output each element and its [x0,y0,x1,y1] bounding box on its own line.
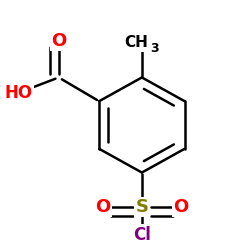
Text: O: O [174,198,189,216]
Text: O: O [95,198,110,216]
Text: 3: 3 [150,42,158,56]
Text: HO: HO [4,84,32,102]
Text: CH: CH [125,36,148,51]
Text: O: O [51,32,66,50]
Text: S: S [136,198,148,216]
Text: Cl: Cl [133,226,151,244]
